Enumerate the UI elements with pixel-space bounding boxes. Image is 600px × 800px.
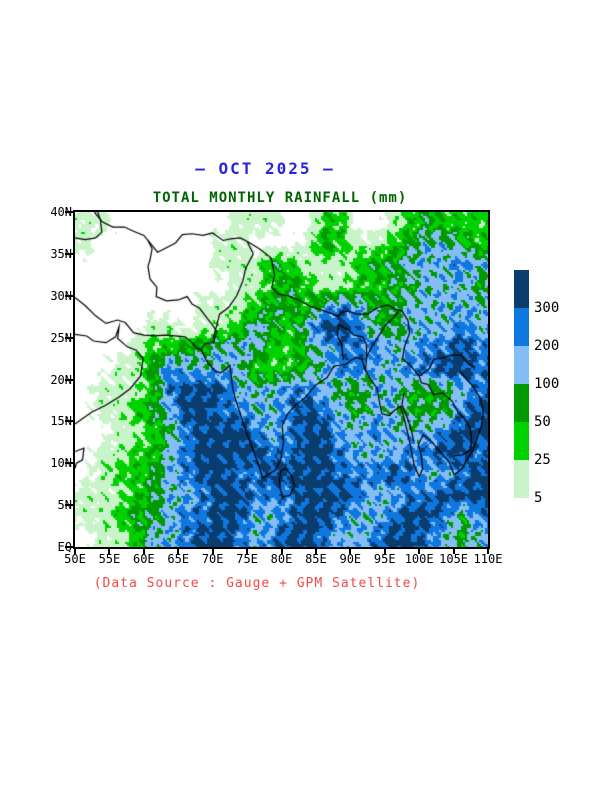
lon-tick: [314, 547, 317, 554]
lon-tick-label: 75E: [236, 552, 258, 566]
lon-tick-label: 100E: [404, 552, 434, 566]
lat-tick-label: 30N: [50, 288, 72, 303]
lat-tick-label: 15N: [50, 414, 72, 429]
chart-title: TOTAL MONTHLY RAINFALL (mm): [152, 190, 408, 206]
legend-label: 50: [534, 414, 551, 430]
lon-tick: [74, 547, 76, 554]
legend-label: 300: [534, 300, 560, 316]
lat-tick: [65, 336, 73, 339]
lat-tick: [65, 294, 73, 297]
legend-label: 5: [534, 490, 543, 506]
legend-swatch: [514, 384, 529, 422]
legend-label: 100: [534, 376, 560, 392]
legend-swatch: [514, 270, 529, 308]
lon-tick-label: 95E: [373, 552, 396, 566]
page-title: – OCT 2025 –: [195, 159, 335, 178]
lat-tick-label: 25N: [50, 330, 72, 345]
lon-tick: [418, 547, 421, 554]
lon-tick-label: 65E: [167, 552, 190, 566]
lat-tick-label: 20N: [50, 372, 72, 387]
lon-tick: [211, 547, 214, 554]
lon-tick: [487, 547, 489, 554]
lon-tick-label: 110E: [473, 552, 503, 566]
legend-swatch: [514, 308, 529, 346]
lon-tick: [177, 547, 180, 554]
lon-tick-label: 80E: [270, 552, 293, 566]
lon-tick: [452, 547, 455, 554]
lat-tick-label: 40N: [50, 205, 72, 219]
data-source-note: (Data Source : Gauge + GPM Satellite): [93, 576, 421, 591]
lat-tick: [65, 546, 73, 548]
lon-tick: [246, 547, 249, 554]
lat-tick: [65, 420, 73, 423]
lon-tick: [142, 547, 145, 554]
lon-tick-label: 90E: [339, 552, 362, 566]
lat-tick: [65, 504, 73, 507]
lat-tick-label: EQ: [57, 540, 72, 554]
lon-tick-label: 50E: [64, 552, 86, 566]
lon-tick: [108, 547, 111, 554]
lon-tick-label: 55E: [98, 552, 121, 566]
legend-swatch: [514, 460, 529, 498]
lat-tick-label: 10N: [50, 456, 72, 471]
lat-tick: [65, 211, 73, 213]
legend-label: 25: [534, 452, 551, 468]
lat-tick-label: 35N: [50, 246, 72, 261]
lat-tick: [65, 252, 73, 255]
legend-swatch: [514, 422, 529, 460]
lon-tick: [349, 547, 352, 554]
legend-label: 200: [534, 338, 560, 354]
legend-swatch: [514, 346, 529, 384]
lon-tick-label: 85E: [305, 552, 327, 566]
lat-tick-label: 5N: [57, 498, 72, 513]
lat-tick: [65, 462, 73, 465]
lon-tick-label: 70E: [201, 552, 224, 566]
lat-tick: [65, 378, 73, 381]
rainfall-map-canvas: [75, 212, 488, 547]
lon-tick: [280, 547, 283, 554]
lon-tick: [383, 547, 386, 554]
lon-tick-label: 60E: [132, 552, 155, 566]
lon-tick-label: 105E: [439, 552, 469, 566]
